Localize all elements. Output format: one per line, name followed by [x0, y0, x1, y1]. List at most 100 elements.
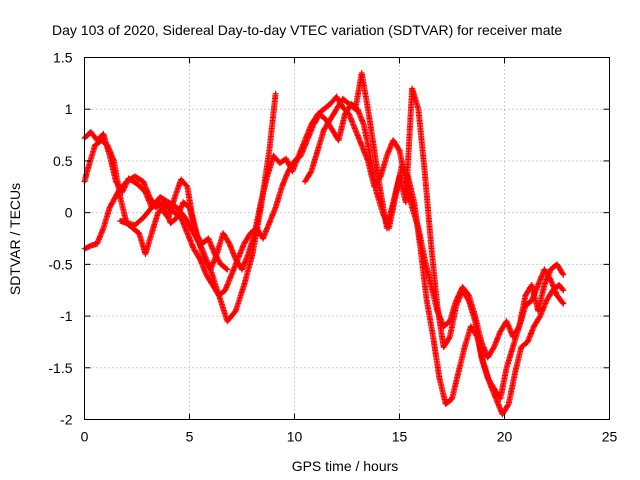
- data-point-run: [186, 204, 199, 235]
- data-point-run: [211, 251, 224, 267]
- y-tick-label: 1.5: [53, 50, 73, 66]
- data-point-run: [421, 168, 434, 246]
- data-point-run: [104, 142, 117, 163]
- data-point-run: [165, 199, 179, 210]
- data-point-run: [434, 302, 447, 349]
- data-point-run: [161, 204, 173, 225]
- data-point-run: [440, 335, 453, 351]
- y-tick-label: -2: [60, 412, 73, 428]
- data-point-run: [241, 252, 256, 288]
- data-point-run: [530, 314, 543, 330]
- data-point-run: [203, 271, 215, 287]
- x-tick-label: 25: [602, 429, 618, 445]
- data-point-run: [497, 366, 510, 402]
- data-point-run: [358, 70, 371, 111]
- data-point-run: [554, 292, 566, 306]
- data-point-run: [184, 230, 197, 251]
- data-point-run: [205, 235, 218, 256]
- data-point-run: [358, 142, 371, 163]
- x-tick-label: 15: [392, 429, 408, 445]
- data-point-run: [215, 292, 230, 323]
- data-point-run: [272, 185, 285, 211]
- data-point-run: [455, 345, 468, 376]
- data-point-run: [85, 143, 98, 170]
- data-point-run: [535, 283, 547, 314]
- data-point-run: [304, 123, 316, 144]
- data-point-run: [148, 211, 161, 237]
- data-point-run: [226, 240, 239, 261]
- data-point-run: [554, 261, 566, 277]
- data-point: [560, 271, 567, 278]
- y-tick-label: -1: [60, 308, 73, 324]
- data-point-run: [131, 173, 146, 184]
- data-point-run: [239, 252, 251, 273]
- data-point-run: [314, 128, 327, 154]
- data-point-run: [178, 176, 190, 189]
- data-point-run: [335, 112, 348, 144]
- y-tick-label: -1.5: [48, 360, 72, 376]
- data-point-run: [241, 231, 253, 247]
- data-point-run: [518, 339, 530, 351]
- data-point-run: [411, 199, 424, 251]
- data-point-run: [220, 230, 232, 246]
- data-point-run: [484, 345, 497, 361]
- data-point-run: [207, 266, 222, 297]
- data-point-run: [98, 137, 110, 148]
- axis-ticks: 0 5 10 15 20 25 -2 -1.5 -1 -0.5 0 0.5 1 1.5: [48, 50, 617, 445]
- data-point-run: [409, 85, 421, 111]
- data-point: [560, 300, 567, 307]
- y-tick-label: 0: [65, 205, 73, 221]
- data-point-run: [316, 111, 328, 122]
- data-point-run: [371, 147, 384, 194]
- data-point-run: [140, 178, 152, 199]
- series-track-d: [117, 199, 231, 273]
- x-tick-label: 5: [186, 429, 194, 445]
- x-axis-label: GPS time / hours: [292, 458, 399, 474]
- data-point-run: [516, 293, 529, 330]
- data-point-run: [234, 242, 247, 263]
- data-point-run: [320, 101, 333, 113]
- data-point-run: [423, 297, 436, 339]
- data-point-run: [402, 87, 415, 206]
- data-point-run: [390, 137, 402, 153]
- series-track-e: [302, 70, 567, 402]
- data-point-run: [222, 273, 234, 294]
- y-axis-label: SDTVAR / TECUs: [7, 183, 23, 295]
- data-point: [272, 90, 279, 97]
- data-point-run: [266, 92, 279, 154]
- data-point-run: [365, 106, 378, 153]
- data-point-run: [541, 267, 554, 288]
- data-point-run: [173, 200, 186, 221]
- data-point-run: [417, 245, 430, 302]
- data-point-run: [543, 288, 555, 304]
- data-point-run: [537, 299, 549, 320]
- data-point-run: [430, 333, 443, 380]
- series-track-b: [81, 101, 567, 418]
- data-point-run: [157, 194, 171, 205]
- data-point-run: [180, 199, 192, 210]
- data-point-run: [360, 121, 373, 158]
- data-point-run: [478, 354, 491, 380]
- y-tick-label: 1: [65, 101, 73, 117]
- data-point-run: [167, 215, 179, 226]
- data-point-run: [142, 231, 155, 257]
- data-point-run: [320, 117, 333, 133]
- y-tick-label: 0.5: [53, 153, 73, 169]
- data-point-run: [123, 220, 135, 231]
- data-point-run: [327, 107, 339, 123]
- data-point-run: [278, 169, 291, 190]
- data-point-run: [260, 221, 272, 242]
- data-point-run: [117, 194, 130, 225]
- data-point-run: [556, 282, 566, 293]
- data-point-run: [81, 164, 92, 185]
- y-tick-label: -0.5: [48, 256, 72, 272]
- x-tick-label: 20: [497, 429, 513, 445]
- data-point-run: [459, 287, 471, 303]
- data-point-run: [218, 261, 230, 272]
- data-point-run: [131, 215, 146, 229]
- data-point-run: [100, 205, 113, 232]
- data-point-run: [449, 371, 461, 402]
- data-point-run: [415, 106, 428, 173]
- data-point-run: [428, 240, 441, 308]
